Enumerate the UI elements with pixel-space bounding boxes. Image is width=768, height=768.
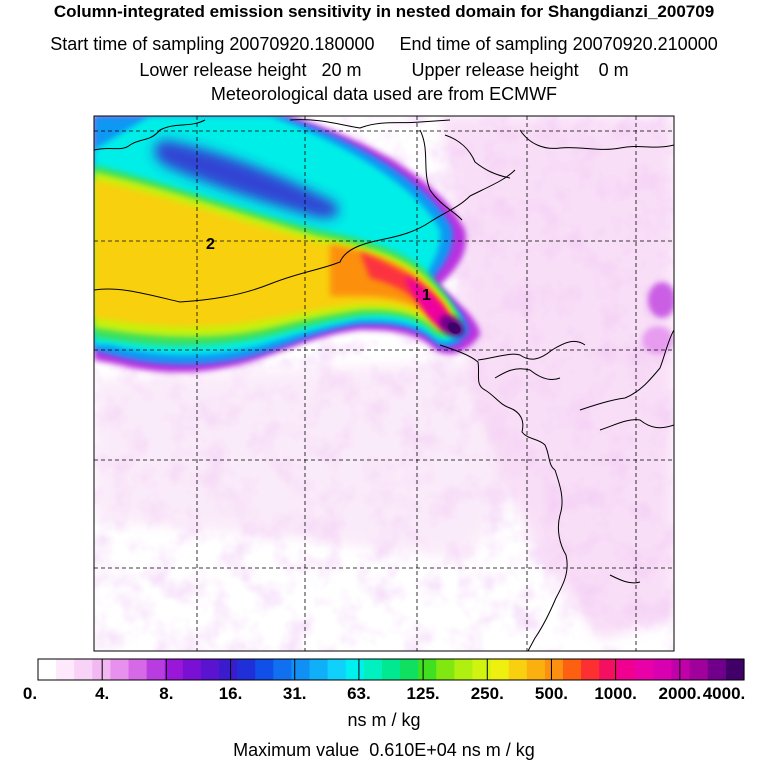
color-swatch <box>400 659 419 680</box>
point-label-2: 2 <box>206 236 215 253</box>
color-swatch <box>255 659 274 680</box>
color-scale-tick-label: 4. <box>95 684 110 703</box>
sampling-time-info: Start time of sampling 20070920.180000 E… <box>50 34 718 54</box>
release-site-label-1: 1 <box>422 287 431 304</box>
color-swatch <box>92 659 112 680</box>
color-swatch <box>128 659 148 680</box>
color-swatch <box>562 659 582 680</box>
color-swatch <box>671 659 691 680</box>
color-scale-tick-label: 4000. <box>702 684 746 703</box>
color-scale-tick-label: 500. <box>534 684 568 703</box>
color-swatch <box>200 659 220 680</box>
color-scale-tick-label: 63. <box>347 684 371 703</box>
color-scale-tick-label: 250. <box>470 684 504 703</box>
color-swatch <box>599 659 618 680</box>
color-scale-tick-label: 0. <box>22 684 38 703</box>
color-swatch <box>689 659 709 680</box>
color-swatch <box>182 659 202 680</box>
color-swatch <box>38 659 57 680</box>
color-scale-tick-label: 31. <box>282 684 307 703</box>
color-scale-tick-label: 2000. <box>658 684 702 703</box>
color-swatch <box>363 659 383 680</box>
color-swatch <box>526 659 546 680</box>
color-swatch <box>490 659 510 680</box>
color-swatch <box>381 659 401 680</box>
color-swatch <box>617 659 636 680</box>
color-swatch <box>635 659 655 680</box>
color-swatch <box>309 659 329 680</box>
color-scale-tick-label: 125. <box>406 684 440 703</box>
color-swatch <box>653 659 673 680</box>
color-swatch <box>418 659 437 680</box>
map-frame <box>93 115 675 652</box>
color-swatch <box>327 659 347 680</box>
plot-title: Column-integrated emission sensitivity i… <box>53 2 715 21</box>
met-data-info: Meteorological data used are from ECMWF <box>210 84 558 104</box>
color-swatch <box>146 659 166 680</box>
color-swatch <box>291 659 311 680</box>
color-swatch <box>544 659 564 680</box>
color-scale-units: ns m / kg <box>347 710 421 730</box>
color-swatch <box>219 659 238 680</box>
color-swatch <box>74 659 93 680</box>
color-swatch <box>725 659 745 680</box>
lat-lon-grid <box>94 116 674 651</box>
color-swatch <box>273 659 293 680</box>
color-swatch <box>707 659 727 680</box>
map-field <box>94 116 674 651</box>
color-scale-tick-label: 16. <box>218 684 243 703</box>
release-height-info: Lower release height 20 m Upper release … <box>139 60 629 80</box>
color-scale-tick-label: 1000. <box>594 684 637 703</box>
maximum-value-note: Maximum value 0.610E+04 ns m / kg <box>233 740 535 760</box>
color-swatch <box>56 659 75 680</box>
color-swatch <box>164 659 184 680</box>
color-swatch <box>110 659 130 680</box>
color-swatch <box>472 659 492 680</box>
color-scale-tick-label: 8. <box>159 684 174 703</box>
plume-contours <box>94 116 480 373</box>
color-scale-frame <box>37 658 745 681</box>
color-swatch <box>581 659 600 680</box>
color-swatch <box>237 659 256 680</box>
color-swatch <box>436 659 455 680</box>
color-swatch <box>508 659 528 680</box>
coastlines <box>94 119 674 651</box>
color-swatch <box>454 659 474 680</box>
color-swatch <box>345 659 365 680</box>
